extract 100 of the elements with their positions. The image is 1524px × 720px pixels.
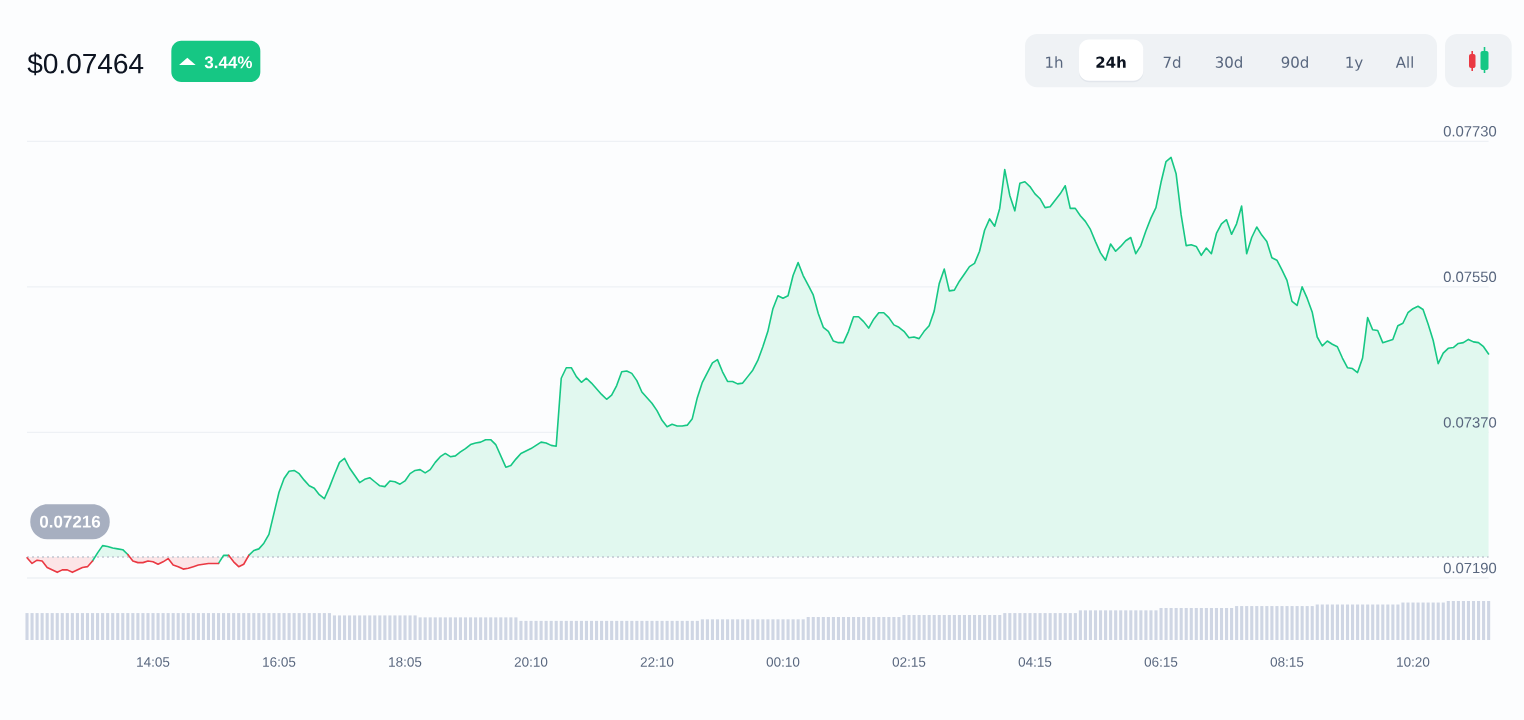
- bar: [232, 613, 236, 640]
- x-tick-label: 08:15: [1270, 657, 1304, 667]
- bar: [80, 613, 84, 640]
- bar: [116, 613, 120, 640]
- bar: [1351, 604, 1355, 640]
- bar: [947, 615, 951, 640]
- bar: [1119, 610, 1123, 640]
- bar: [247, 613, 251, 640]
- bar: [1063, 613, 1067, 640]
- bar: [186, 613, 190, 640]
- bar: [872, 616, 876, 640]
- bar: [1371, 604, 1375, 640]
- bar: [368, 615, 372, 640]
- bar: [348, 615, 352, 640]
- bar: [1255, 606, 1259, 640]
- bar: [479, 617, 483, 640]
- bar: [736, 619, 740, 640]
- bar: [1436, 602, 1440, 640]
- x-tick-label: 10:20: [1397, 657, 1430, 667]
- bar: [1466, 600, 1471, 640]
- bar: [846, 616, 851, 640]
- bar: [121, 613, 125, 640]
- x-tick-label: 02:15: [892, 657, 926, 667]
- bar: [237, 613, 241, 640]
- bar: [1376, 604, 1380, 640]
- y-tick-label: 0.07190: [1443, 562, 1497, 574]
- bar: [438, 617, 442, 640]
- bar: [317, 613, 321, 640]
- bar: [484, 617, 488, 640]
- bar: [1361, 604, 1365, 640]
- bar: [1068, 613, 1072, 640]
- bar: [216, 613, 221, 640]
- bar: [710, 619, 715, 640]
- x-tick-label: 06:15: [1144, 657, 1178, 667]
- bar: [1482, 600, 1486, 640]
- bar: [1209, 608, 1213, 640]
- bar: [60, 613, 64, 640]
- bar: [307, 613, 311, 640]
- bar: [463, 617, 468, 640]
- bar: [625, 620, 629, 640]
- bar: [106, 613, 110, 640]
- bar: [600, 620, 604, 640]
- bar: [1093, 610, 1098, 640]
- bar: [1441, 602, 1445, 640]
- bar: [726, 619, 730, 640]
- bar: [841, 616, 846, 640]
- bar: [448, 617, 452, 640]
- bar: [569, 620, 573, 640]
- bar: [453, 617, 457, 640]
- bar: [70, 613, 74, 640]
- bar: [1320, 604, 1324, 640]
- bar: [1240, 606, 1244, 640]
- bar: [499, 617, 503, 640]
- bar: [196, 613, 200, 640]
- bar: [433, 617, 437, 640]
- bar: [111, 613, 115, 640]
- bar: [988, 615, 992, 640]
- x-tick-label: 14:05: [137, 657, 170, 667]
- bar: [620, 620, 624, 640]
- x-tick-label: 20:10: [514, 657, 548, 667]
- bar: [685, 620, 689, 640]
- bar: [489, 617, 493, 640]
- bar: [993, 615, 997, 640]
- bar: [610, 620, 614, 640]
- bar: [75, 613, 79, 640]
- bar: [1058, 613, 1062, 640]
- bar: [1245, 606, 1249, 640]
- bar: [181, 613, 185, 640]
- bar: [1345, 604, 1350, 640]
- bar: [1088, 610, 1093, 640]
- text: 1y: [1346, 56, 1363, 71]
- bar: [589, 620, 594, 640]
- bar: [877, 616, 881, 640]
- bar: [227, 613, 231, 640]
- bar: [50, 613, 54, 640]
- bar: [1356, 604, 1360, 640]
- bar: [1471, 600, 1476, 640]
- bar: [680, 620, 684, 640]
- bar: [867, 616, 871, 640]
- bar: [564, 620, 568, 640]
- bar: [322, 613, 326, 640]
- bar: [337, 615, 342, 640]
- bar: [1109, 610, 1113, 640]
- bar: [342, 615, 347, 640]
- bar: [1073, 613, 1077, 640]
- y-tick-label: 0.07550: [1443, 271, 1497, 283]
- bar: [831, 616, 835, 640]
- bar: [1129, 610, 1133, 640]
- bar: [1230, 608, 1234, 640]
- bar: [751, 619, 755, 640]
- bar: [1104, 610, 1108, 640]
- bar: [201, 613, 205, 640]
- y-tick-label: 0.07370: [1443, 417, 1497, 428]
- bar: [1310, 606, 1314, 640]
- bar: [852, 616, 856, 640]
- bar: [1184, 608, 1188, 640]
- bar: [821, 616, 825, 640]
- bar: [967, 615, 972, 640]
- bar: [1204, 608, 1208, 640]
- text: 7d: [1163, 56, 1181, 68]
